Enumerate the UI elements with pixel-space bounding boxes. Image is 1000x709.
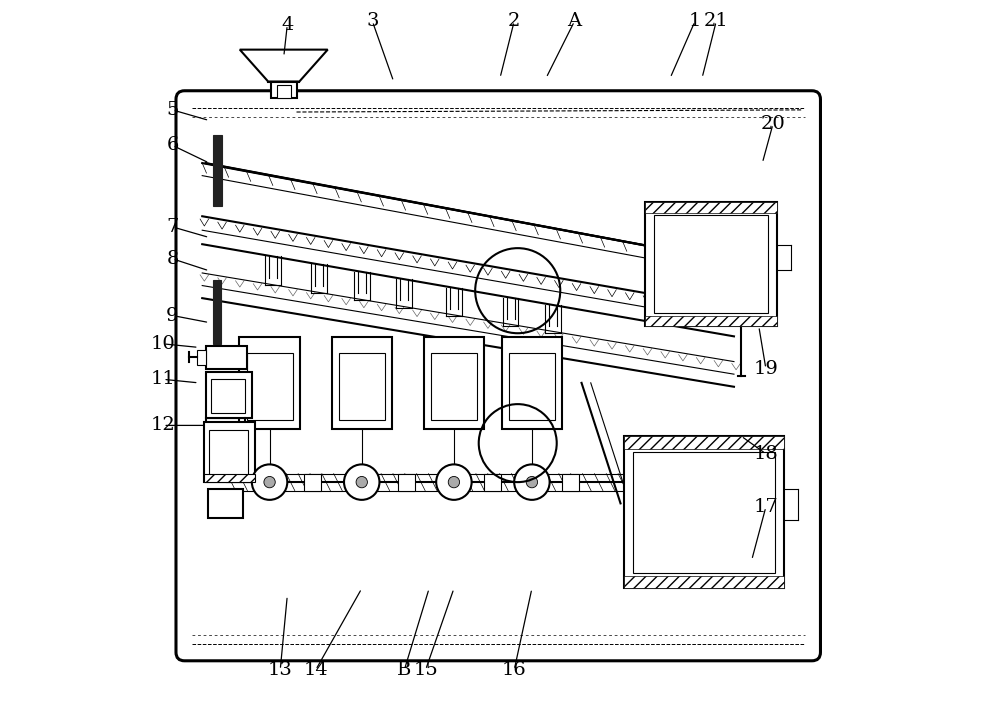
Bar — [645, 202, 777, 326]
Bar — [424, 337, 484, 429]
Text: A: A — [567, 12, 582, 30]
Circle shape — [264, 476, 275, 488]
Bar — [502, 337, 562, 429]
Circle shape — [356, 476, 367, 488]
Bar — [633, 452, 775, 573]
Bar — [206, 346, 247, 369]
Text: 18: 18 — [754, 445, 778, 463]
Text: 2: 2 — [508, 12, 520, 30]
Bar — [206, 372, 252, 418]
Bar — [304, 474, 321, 491]
Text: 12: 12 — [151, 416, 176, 435]
Bar — [209, 430, 248, 476]
Text: 17: 17 — [754, 498, 778, 516]
Text: 10: 10 — [151, 335, 176, 353]
Bar — [624, 436, 784, 449]
Bar — [204, 422, 255, 482]
Text: 4: 4 — [281, 16, 293, 34]
Bar — [645, 316, 777, 326]
Text: 21: 21 — [704, 12, 729, 30]
Circle shape — [448, 476, 460, 488]
Bar — [197, 350, 206, 365]
Text: 16: 16 — [502, 661, 527, 679]
Bar — [213, 135, 222, 206]
Circle shape — [344, 464, 379, 500]
Bar — [562, 474, 579, 491]
Text: 11: 11 — [151, 370, 176, 389]
Text: 9: 9 — [166, 306, 179, 325]
Circle shape — [252, 464, 287, 500]
Bar — [277, 85, 291, 98]
Polygon shape — [240, 50, 328, 82]
Bar — [431, 353, 477, 420]
Text: 7: 7 — [166, 218, 179, 236]
Text: 5: 5 — [166, 101, 179, 119]
Bar — [239, 337, 300, 429]
Text: 1: 1 — [689, 12, 701, 30]
Bar — [339, 353, 385, 420]
Bar — [509, 353, 555, 420]
Bar — [332, 337, 392, 429]
Bar — [654, 215, 768, 313]
Text: 8: 8 — [166, 250, 179, 268]
Bar — [624, 436, 784, 588]
Circle shape — [526, 476, 538, 488]
Bar — [204, 474, 255, 482]
Circle shape — [514, 464, 550, 500]
Text: 20: 20 — [761, 115, 785, 133]
Text: B: B — [397, 661, 411, 679]
Text: 13: 13 — [268, 661, 293, 679]
Bar — [645, 202, 777, 213]
Circle shape — [436, 464, 472, 500]
Text: 14: 14 — [303, 661, 328, 679]
Text: 3: 3 — [366, 12, 379, 30]
Bar — [271, 82, 297, 98]
Bar — [247, 353, 293, 420]
Text: 15: 15 — [413, 661, 438, 679]
Bar — [208, 489, 243, 518]
Bar — [211, 379, 245, 413]
Text: 6: 6 — [166, 136, 179, 155]
Text: 19: 19 — [753, 359, 778, 378]
Bar — [484, 474, 501, 491]
FancyBboxPatch shape — [176, 91, 820, 661]
Bar — [213, 280, 221, 344]
Bar — [624, 576, 784, 588]
Bar — [398, 474, 415, 491]
